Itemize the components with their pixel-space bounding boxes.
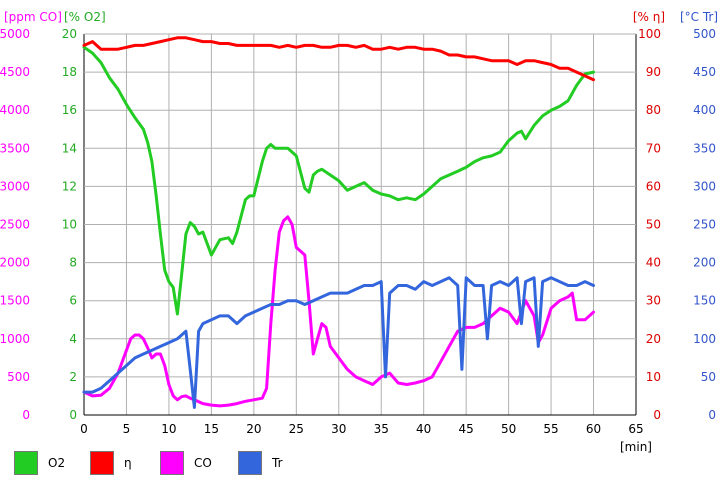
axis-title-eta: [% η]: [633, 10, 665, 24]
y-tick-label-co: 1000: [0, 332, 30, 346]
axis-title-co: [ppm CO]: [4, 10, 62, 24]
series-line-Tr: [82, 276, 595, 409]
legend-item-co: CO: [160, 451, 212, 475]
y-tick-label-co: 3500: [0, 141, 30, 155]
y-tick-label-tr: 500: [693, 27, 716, 41]
series-layer: [82, 36, 595, 409]
series-line-CO: [82, 215, 595, 408]
axis-title-tr: [°C Tr]: [680, 10, 718, 24]
legend-item-eta: η: [90, 451, 132, 475]
y-tick-label-eta: 80: [646, 103, 661, 117]
x-tick-label: 0: [80, 422, 88, 436]
legend-swatch-o2: [14, 451, 38, 475]
legend-item-o2: O2: [14, 451, 66, 475]
y-tick-label-o2: 6: [69, 294, 77, 308]
y-tick-label-eta: 60: [646, 179, 661, 193]
y-tick-label-tr: 100: [693, 332, 716, 346]
y-tick-label-eta: 100: [638, 27, 661, 41]
series-line-O2: [82, 45, 595, 316]
x-tick-label: 65: [628, 422, 643, 436]
legend-swatch-eta: [90, 451, 114, 475]
x-tick-label: 10: [161, 422, 176, 436]
x-tick-label: 5: [123, 422, 131, 436]
y-tick-label-co: 500: [7, 370, 30, 384]
x-tick-label: 55: [543, 422, 558, 436]
legend-label-o2: O2: [48, 456, 66, 470]
y-tick-label-o2: 12: [62, 179, 77, 193]
y-tick-label-eta: 40: [646, 256, 661, 270]
x-tick-label: 30: [331, 422, 346, 436]
y-tick-label-tr: 150: [693, 294, 716, 308]
x-tick-label: 45: [459, 422, 474, 436]
y-tick-label-tr: 350: [693, 141, 716, 155]
y-tick-label-co: 4000: [0, 103, 30, 117]
axis-labels: 0 5 10 15 20 25 30 35 40 45 50 55 60 65[min]050010001…: [0, 10, 718, 454]
y-tick-label-o2: 20: [62, 27, 77, 41]
y-tick-label-eta: 90: [646, 65, 661, 79]
y-tick-label-co: 4500: [0, 65, 30, 79]
x-tick-label: 35: [374, 422, 389, 436]
y-tick-label-tr: 0: [708, 408, 716, 422]
y-tick-label-tr: 400: [693, 103, 716, 117]
y-tick-label-co: 3000: [0, 179, 30, 193]
x-unit-label: [min]: [620, 440, 652, 454]
y-tick-label-tr: 50: [701, 370, 716, 384]
y-tick-label-co: 2000: [0, 256, 30, 270]
y-tick-label-o2: 2: [69, 370, 77, 384]
legend-label-eta: η: [124, 456, 132, 470]
y-tick-label-co: 0: [22, 408, 30, 422]
y-tick-label-tr: 450: [693, 65, 716, 79]
y-tick-label-eta: 0: [653, 408, 661, 422]
y-tick-label-co: 5000: [0, 27, 30, 41]
y-tick-label-tr: 250: [693, 218, 716, 232]
y-tick-label-eta: 30: [646, 294, 661, 308]
legend-label-co: CO: [194, 456, 212, 470]
legend-swatch-tr: [238, 451, 262, 475]
grid: [83, 33, 637, 416]
y-tick-label-o2: 0: [69, 408, 77, 422]
y-tick-label-eta: 20: [646, 332, 661, 346]
y-tick-label-tr: 300: [693, 179, 716, 193]
y-tick-label-tr: 200: [693, 256, 716, 270]
y-tick-label-co: 1500: [0, 294, 30, 308]
y-tick-label-co: 2500: [0, 218, 30, 232]
y-tick-label-eta: 70: [646, 141, 661, 155]
y-tick-label-eta: 10: [646, 370, 661, 384]
series-line-η: [82, 36, 595, 82]
x-tick-label: 40: [416, 422, 431, 436]
x-tick-label: 20: [246, 422, 261, 436]
y-tick-label-eta: 50: [646, 218, 661, 232]
x-tick-label: 15: [204, 422, 219, 436]
x-tick-label: 60: [586, 422, 601, 436]
y-tick-label-o2: 10: [62, 218, 77, 232]
legend-label-tr: Tr: [272, 456, 283, 470]
x-tick-label: 25: [289, 422, 304, 436]
legend: O2 η CO Tr: [0, 446, 720, 480]
y-tick-label-o2: 16: [62, 103, 77, 117]
y-tick-label-o2: 18: [62, 65, 77, 79]
y-tick-label-o2: 8: [69, 256, 77, 270]
legend-swatch-co: [160, 451, 184, 475]
axis-title-o2: [% O2]: [64, 10, 106, 24]
y-tick-label-o2: 14: [62, 141, 77, 155]
x-tick-label: 50: [501, 422, 516, 436]
y-tick-label-o2: 4: [69, 332, 77, 346]
legend-item-tr: Tr: [238, 451, 283, 475]
